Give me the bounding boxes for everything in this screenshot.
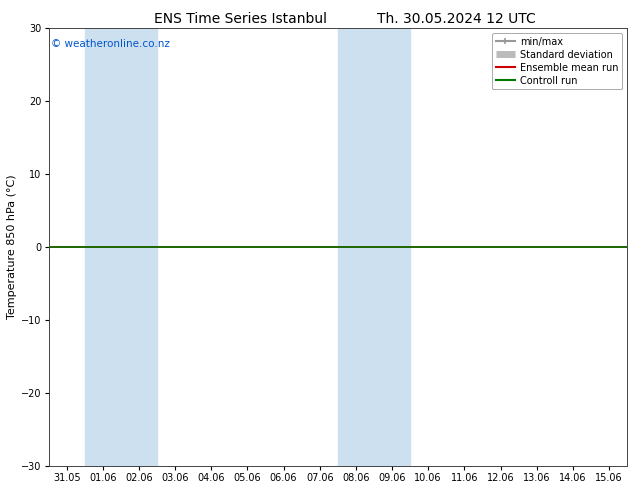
Text: ENS Time Series Istanbul: ENS Time Series Istanbul <box>155 12 327 26</box>
Bar <box>338 28 410 466</box>
Bar <box>85 28 157 466</box>
Text: Th. 30.05.2024 12 UTC: Th. 30.05.2024 12 UTC <box>377 12 536 26</box>
Text: © weatheronline.co.nz: © weatheronline.co.nz <box>51 39 171 49</box>
Legend: min/max, Standard deviation, Ensemble mean run, Controll run: min/max, Standard deviation, Ensemble me… <box>491 33 622 90</box>
Y-axis label: Temperature 850 hPa (°C): Temperature 850 hPa (°C) <box>7 175 17 319</box>
